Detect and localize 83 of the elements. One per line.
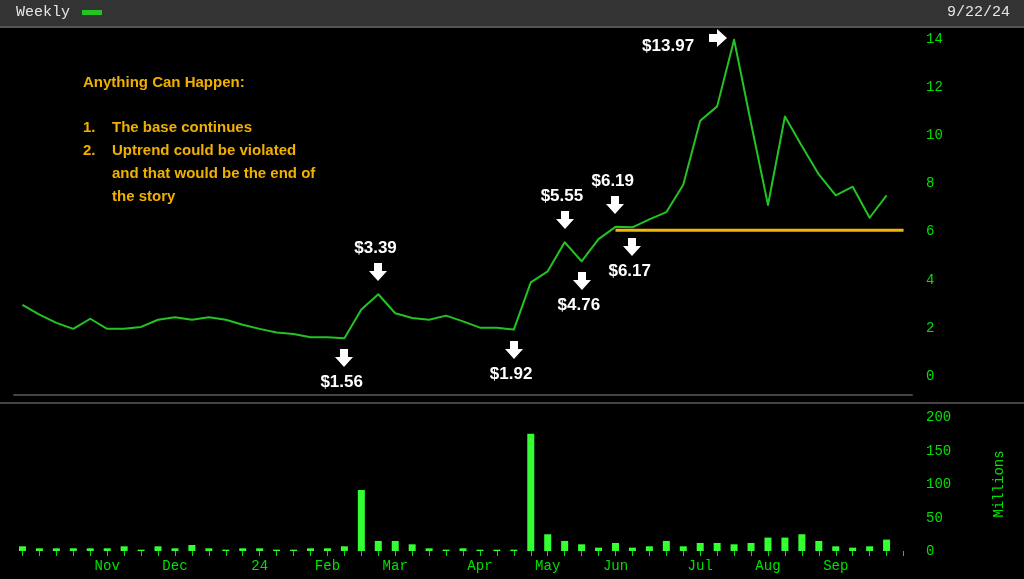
bar — [764, 537, 772, 551]
text: 9/22/24 — [946, 4, 1010, 21]
annotation: $1.56 — [320, 372, 363, 393]
x-tick-label: Nov — [94, 558, 120, 574]
bar — [374, 540, 382, 551]
y-tick-label: 12 — [926, 79, 943, 96]
y-tick-label: 8 — [926, 175, 935, 192]
y-tick-label: 6 — [926, 223, 935, 240]
bar — [69, 548, 77, 551]
x-tick-label: 24 — [251, 558, 269, 574]
y-tick-label: 14 — [926, 31, 943, 48]
bar — [425, 548, 433, 551]
bar — [205, 548, 213, 551]
bar — [154, 546, 162, 551]
bar — [730, 544, 738, 551]
bar — [544, 534, 552, 551]
x-tick-label: May — [535, 558, 561, 574]
annotation: $3.39 — [354, 238, 397, 259]
bar — [713, 542, 721, 551]
bar — [459, 548, 467, 551]
annotation: $1.92 — [489, 363, 533, 384]
bar — [307, 548, 315, 551]
x-tick-label: Apr — [467, 558, 493, 574]
bar — [527, 433, 535, 551]
y-tick-label: 2 — [926, 319, 935, 336]
bar — [849, 547, 857, 551]
bar — [781, 537, 789, 551]
bar — [696, 542, 704, 551]
bar — [798, 534, 806, 551]
bar — [171, 548, 179, 551]
bar — [645, 546, 653, 551]
annotation: $6.19 — [591, 170, 635, 191]
bar — [120, 546, 128, 551]
bar — [239, 548, 247, 551]
bar — [357, 490, 365, 551]
x-tick-label: Aug — [755, 558, 781, 574]
bar — [18, 546, 26, 551]
bar — [35, 548, 43, 551]
annotation: $13.97 — [642, 35, 695, 56]
chart-title: Weekly — [16, 4, 71, 21]
bar — [611, 542, 619, 551]
bar — [866, 546, 874, 551]
bar — [679, 546, 687, 551]
bar — [747, 542, 755, 551]
bar — [256, 548, 264, 551]
x-tick-label: Mar — [382, 558, 408, 574]
bar — [883, 539, 891, 551]
x-tick-label: Sep — [823, 558, 849, 574]
y-tick-label: 150 — [926, 442, 952, 459]
bar — [52, 548, 60, 551]
x-tick-label: Dec — [162, 558, 188, 574]
bar — [578, 544, 586, 551]
annotation: 1. The base continues — [83, 117, 253, 137]
y-tick-label: 50 — [926, 509, 943, 526]
bar — [323, 548, 331, 551]
annotation: $6.17 — [608, 261, 651, 282]
annotation: $4.76 — [557, 295, 601, 316]
y-tick-label: 4 — [926, 271, 935, 288]
x-tick-label: Jun — [602, 558, 629, 574]
annotation: 2. Uptrend could be violated and that would be the end of the story — [83, 140, 317, 206]
bar — [832, 546, 840, 551]
bar — [391, 540, 399, 551]
x-tick-label: Jul — [687, 558, 713, 574]
bar — [103, 548, 111, 551]
bar — [408, 544, 416, 551]
y-axis-title: Millions — [991, 450, 1007, 518]
bar — [86, 548, 94, 551]
y-tick-label: 10 — [926, 127, 943, 144]
bar — [595, 547, 603, 551]
bar — [561, 540, 569, 551]
bar — [815, 540, 823, 551]
bar — [340, 546, 348, 551]
y-tick-label: 200 — [926, 409, 952, 425]
line-series — [21, 38, 888, 340]
y-tick-label: 0 — [926, 543, 935, 559]
annotation: $5.55 — [540, 186, 584, 207]
x-tick-label: Feb — [314, 558, 341, 574]
bar — [662, 540, 670, 551]
annotation: Anything Can Happen: — [83, 72, 246, 92]
bar — [628, 547, 636, 551]
y-tick-label: 0 — [926, 367, 935, 384]
bar — [188, 544, 196, 551]
y-tick-label: 100 — [926, 476, 952, 492]
